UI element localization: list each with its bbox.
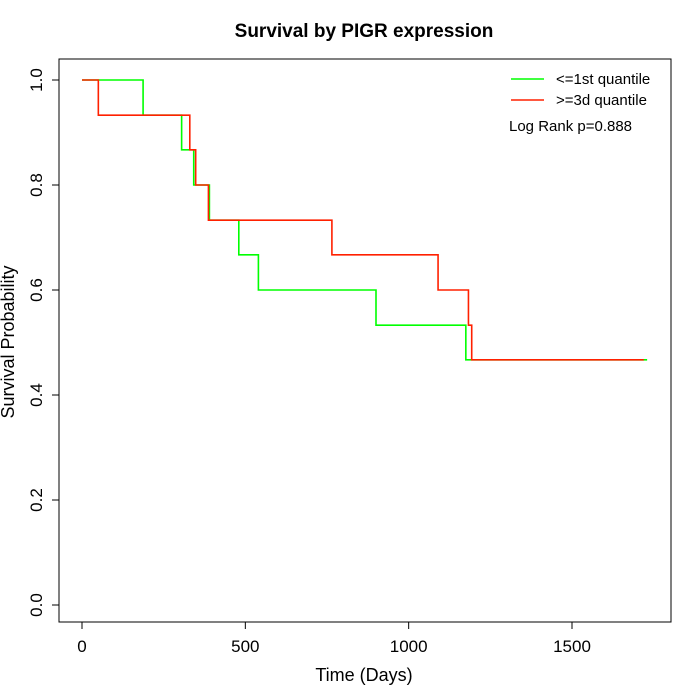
- x-axis-title: Time (Days): [315, 665, 412, 685]
- survival-curve-high-quantile: [82, 79, 644, 361]
- series-layer: [82, 79, 648, 361]
- y-axis: 0.0 0.2 0.4 0.6 0.8 1.0: [27, 68, 60, 617]
- y-axis-title: Survival Probability: [0, 265, 18, 418]
- plot-area-frame: [58, 58, 672, 623]
- y-tick-label: 0.6: [27, 278, 46, 302]
- legend: <=1st quantile >=3d quantile: [511, 71, 650, 109]
- y-tick-label: 0.8: [27, 173, 46, 197]
- log-rank-annotation: Log Rank p=0.888: [509, 118, 632, 135]
- legend-label: >=3d quantile: [556, 92, 647, 109]
- chart-title: Survival by PIGR expression: [235, 21, 494, 42]
- legend-label: <=1st quantile: [556, 71, 650, 88]
- y-tick-label: 1.0: [27, 68, 46, 92]
- y-tick-label: 0.2: [27, 488, 46, 512]
- x-tick-label: 1500: [553, 637, 591, 656]
- x-tick-label: 500: [231, 637, 259, 656]
- x-tick-label: 1000: [390, 637, 428, 656]
- x-axis: 0 500 1000 1500: [77, 621, 591, 656]
- x-tick-label: 0: [77, 637, 86, 656]
- y-tick-label: 0.0: [27, 593, 46, 617]
- y-tick-label: 0.4: [27, 383, 46, 407]
